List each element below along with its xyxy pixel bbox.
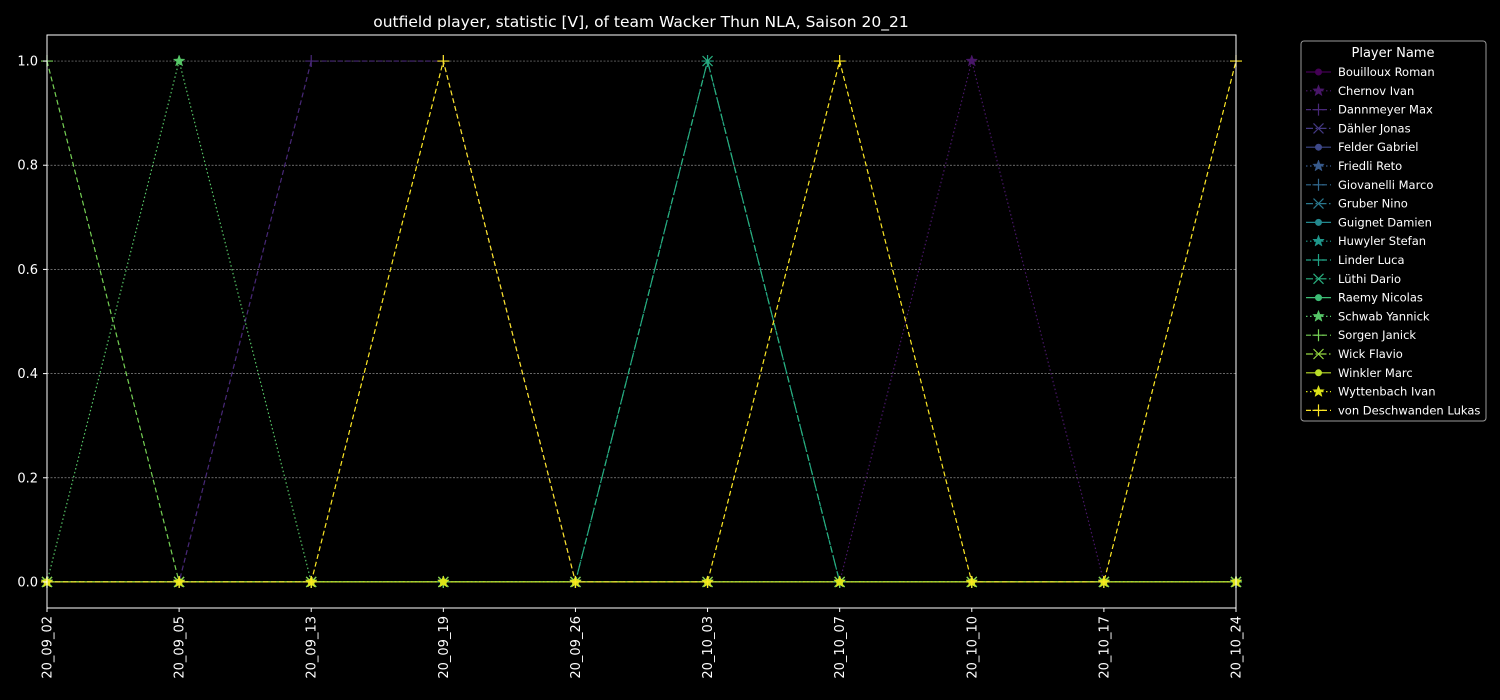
legend-label: Linder Luca <box>1338 253 1405 267</box>
data-point <box>436 575 450 588</box>
y-tick-label: 1.0 <box>17 55 38 70</box>
plot-frame <box>46 34 1237 609</box>
series-line <box>47 60 1236 583</box>
legend-marker <box>1312 404 1325 417</box>
legend-marker <box>1315 369 1322 377</box>
data-point <box>701 575 714 588</box>
legend-items: Bouilloux Roman Chernov Ivan Dannmeyer Max… <box>1306 65 1480 417</box>
legend-label: Gruber Nino <box>1338 197 1408 211</box>
data-point <box>569 575 582 588</box>
legend-marker <box>1312 254 1325 266</box>
legend-label: Guignet Damien <box>1338 215 1432 229</box>
legend-label: Huwyler Stefan <box>1338 234 1426 248</box>
legend-label: Schwab Yannick <box>1338 309 1430 323</box>
x-tick-label: 20_09_26 <box>569 616 584 679</box>
legend-marker <box>1312 159 1325 172</box>
legend-label: Winkler Marc <box>1338 366 1413 380</box>
series-line <box>47 60 1237 583</box>
x-tick-label: 20_10_10 <box>965 616 980 679</box>
legend-marker <box>1315 68 1322 76</box>
data-point <box>172 54 186 67</box>
y-tick-label: 0.6 <box>17 263 38 278</box>
series-markers <box>40 54 1243 588</box>
legend-label: Felder Gabriel <box>1338 140 1418 154</box>
legend-label: Chernov Ivan <box>1338 84 1414 98</box>
legend: Player Name Bouilloux Roman Chernov Ivan D… <box>1300 40 1487 422</box>
x-tick-label: 20_10_07 <box>833 616 848 679</box>
x-axis: 20_09_02 20_09_05 20_09_13 20_09_19 20_09_26… <box>41 608 1245 679</box>
legend-marker <box>1315 218 1322 226</box>
legend-marker <box>1312 234 1325 247</box>
data-point <box>173 575 186 588</box>
y-tick-label: 0.8 <box>17 159 38 174</box>
x-tick-label: 20_09_05 <box>173 616 188 679</box>
y-axis: 0.0 0.2 0.4 0.6 0.8 1.0 <box>17 55 47 590</box>
data-point <box>833 575 847 588</box>
data-point <box>437 55 450 68</box>
x-tick-label: 20_10_17 <box>1097 616 1112 679</box>
legend-label: Bouilloux Roman <box>1338 65 1435 79</box>
data-point <box>702 55 713 67</box>
legend-label: Sorgen Janick <box>1338 328 1416 342</box>
x-tick-label: 20_09_19 <box>437 616 452 679</box>
y-tick-label: 0.0 <box>17 575 38 590</box>
data-point <box>965 54 979 67</box>
legend-marker <box>1312 309 1325 322</box>
legend-label: Dähler Jonas <box>1338 121 1411 135</box>
legend-label: Giovanelli Marco <box>1338 178 1433 192</box>
legend-marker <box>1313 198 1324 210</box>
legend-marker <box>1312 329 1325 342</box>
x-tick-label: 20_10_24 <box>1230 616 1245 679</box>
y-tick-label: 0.2 <box>17 471 38 486</box>
legend-frame <box>1300 40 1487 422</box>
data-point <box>305 55 318 68</box>
legend-marker <box>1312 84 1325 97</box>
x-tick-label: 20_09_02 <box>41 616 56 679</box>
data-point <box>1097 575 1110 588</box>
data-point <box>305 575 318 588</box>
legend-marker <box>1313 273 1324 285</box>
data-point <box>965 575 978 588</box>
x-tick-label: 20_09_13 <box>305 616 320 679</box>
data-point <box>833 55 846 68</box>
legend-title: Player Name <box>1352 46 1435 61</box>
series-lines <box>46 60 1237 583</box>
legend-marker <box>1312 178 1325 191</box>
legend-marker <box>1313 122 1324 134</box>
legend-marker <box>1312 103 1325 116</box>
legend-label: Friedli Reto <box>1338 159 1402 173</box>
legend-label: Lüthi Dario <box>1338 272 1401 286</box>
x-tick-label: 20_10_03 <box>701 616 716 679</box>
legend-marker <box>1313 348 1324 360</box>
legend-marker <box>1315 143 1322 151</box>
legend-marker <box>1315 294 1322 302</box>
y-tick-label: 0.4 <box>17 367 38 382</box>
legend-label: Wick Flavio <box>1338 347 1403 361</box>
legend-label: von Deschwanden Lukas <box>1338 403 1480 417</box>
legend-label: Dannmeyer Max <box>1338 103 1433 117</box>
legend-marker <box>1312 384 1325 398</box>
chart-title: outfield player, statistic [V], of team … <box>373 13 909 32</box>
legend-label: Raemy Nicolas <box>1338 291 1423 305</box>
legend-label: Wyttenbach Ivan <box>1338 385 1436 399</box>
